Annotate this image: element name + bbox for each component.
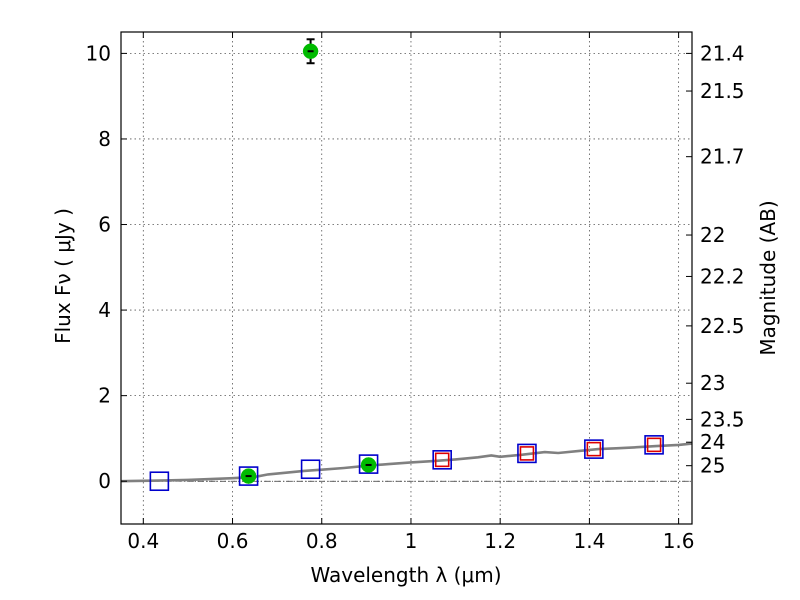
model-photometry-square-red [586, 441, 602, 457]
model-photometry-square [432, 450, 452, 470]
x-tick-label: 1.6 [663, 529, 695, 553]
model-photometry-square [358, 454, 379, 474]
y-right-tick-label: 21.4 [700, 41, 745, 65]
model-photometry-square [584, 439, 604, 459]
y-axis-left: 0 2 4 6 8 10 [86, 41, 127, 493]
y-right-tick-label: 22.2 [700, 264, 745, 288]
model-photometry-square [517, 443, 537, 464]
grid-lines [121, 32, 692, 524]
x-axis-label: Wavelength λ (μm) [310, 563, 501, 587]
model-photometry-square [149, 471, 170, 492]
x-tick-label: 1 [405, 529, 418, 553]
y-tick-label: 0 [98, 469, 111, 493]
model-photometry-square-red [434, 452, 450, 468]
x-tick-label: 0.8 [306, 529, 338, 553]
y-right-tick-label: 22 [700, 223, 725, 247]
x-tick-label: 0.6 [217, 529, 249, 553]
y-tick-label: 10 [86, 41, 111, 65]
y-right-tick-label: 21.7 [700, 145, 745, 169]
y-axis-label: Flux Fν ( μJy ) [51, 208, 75, 344]
x-tick-label: 1.4 [573, 529, 605, 553]
x-axis: 0.4 0.6 0.8 1 1.2 1.4 1.6 [127, 32, 695, 553]
model-photometry-square [300, 459, 321, 480]
y-right-tick-label: 23.5 [700, 407, 745, 431]
y-right-tick-label: 24 [700, 430, 725, 454]
model-photometry-square-red [519, 446, 535, 461]
model-photometry-square [238, 466, 259, 486]
y-right-tick-label: 22.5 [700, 314, 745, 338]
y-tick-label: 8 [98, 127, 111, 151]
y-right-tick-label: 21.5 [700, 79, 745, 103]
y-axis-right-label: Magnitude (AB) [756, 200, 780, 355]
model-photometry-square [644, 435, 664, 455]
model-spectrum-line [120, 442, 693, 483]
x-tick-label: 0.4 [127, 529, 159, 553]
model-photometry-square-red [646, 437, 662, 453]
data-series [120, 38, 693, 492]
y-right-tick-label: 25 [700, 454, 725, 478]
y-right-tick-label: 23 [700, 371, 725, 395]
x-tick-label: 1.2 [484, 529, 516, 553]
y-tick-label: 4 [98, 298, 111, 322]
plot-frame [120, 31, 693, 525]
y-tick-label: 2 [98, 384, 111, 408]
y-tick-label: 6 [98, 213, 111, 237]
